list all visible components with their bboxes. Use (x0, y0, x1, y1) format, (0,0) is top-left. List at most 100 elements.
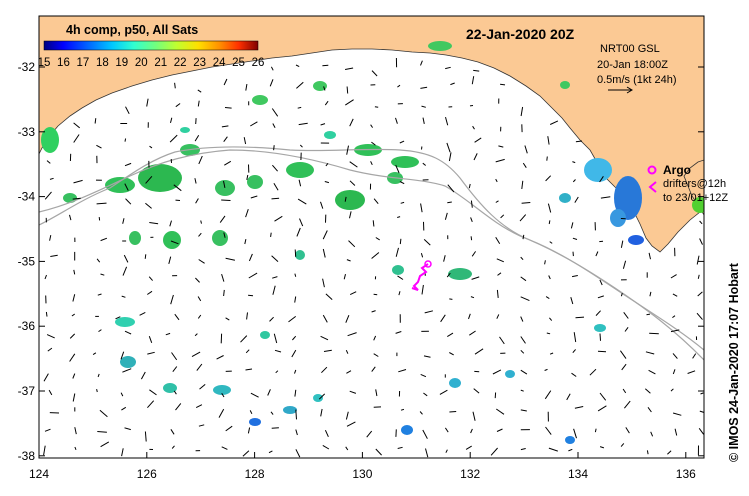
velocity-vector (473, 153, 478, 161)
velocity-vector (672, 353, 678, 359)
velocity-vector (322, 314, 328, 323)
velocity-vector (499, 336, 505, 345)
velocity-vector (323, 349, 332, 352)
velocity-vector (195, 277, 200, 283)
velocity-vector (322, 64, 329, 67)
velocity-vector (570, 297, 574, 305)
velocity-vector (425, 448, 429, 458)
velocity-vector (470, 217, 473, 222)
velocity-vector (223, 180, 226, 188)
velocity-vector (520, 256, 524, 261)
velocity-vector (469, 330, 476, 336)
velocity-vector (670, 329, 680, 333)
velocity-vector (171, 352, 178, 361)
velocity-vector (649, 291, 652, 297)
velocity-vector (566, 393, 571, 401)
velocity-vector (472, 411, 476, 421)
velocity-vector (522, 234, 525, 240)
colorbar-label: 18 (96, 57, 109, 69)
velocity-vector (623, 312, 629, 319)
velocity-vector (197, 89, 202, 93)
velocity-vector (49, 234, 52, 241)
info-line-time: 20-Jan 18:00Z (597, 59, 668, 71)
velocity-vector (145, 202, 152, 209)
velocity-vector (420, 373, 427, 378)
velocity-vector (270, 232, 272, 237)
velocity-vector (522, 162, 527, 168)
velocity-vector (294, 369, 297, 374)
velocity-vector (622, 260, 627, 269)
velocity-vector (648, 369, 656, 375)
velocity-vector (419, 411, 423, 415)
velocity-vector (498, 145, 504, 148)
velocity-vector (292, 335, 297, 341)
velocity-vector (346, 259, 351, 262)
velocity-vector (274, 349, 282, 353)
velocity-vector (73, 122, 81, 129)
colorbar-label: 25 (232, 57, 245, 69)
velocity-vector (45, 311, 48, 317)
velocity-vector (468, 183, 471, 189)
velocity-vector (171, 445, 175, 449)
velocity-vector (144, 254, 147, 259)
isobath-lines (39, 146, 704, 361)
velocity-vector (650, 431, 654, 437)
velocity-vector (348, 240, 356, 248)
velocity-vector (544, 368, 548, 371)
velocity-vector (547, 203, 552, 213)
velocity-vector (447, 332, 454, 338)
velocity-vector (445, 66, 451, 70)
x-tick-label: 124 (29, 467, 49, 481)
velocity-vector (443, 255, 446, 262)
velocity-vector (544, 260, 546, 265)
velocity-vector (44, 428, 51, 432)
velocity-vector (495, 200, 499, 203)
x-tick-label: 126 (137, 467, 157, 481)
velocity-vector (572, 349, 576, 354)
velocity-vector (295, 409, 297, 420)
velocity-vector (520, 349, 525, 354)
velocity-vector (270, 66, 274, 71)
velocity-vector (644, 388, 651, 394)
velocity-vector (248, 253, 253, 262)
velocity-vector (349, 161, 358, 168)
velocity-vector (273, 183, 279, 191)
velocity-vector (692, 353, 697, 359)
velocity-vector (370, 161, 373, 166)
velocity-vector (696, 312, 703, 320)
velocity-vector (575, 140, 583, 143)
velocity-vector (97, 373, 100, 378)
y-tick-label: -33 (18, 125, 36, 139)
velocity-vector (440, 314, 446, 323)
velocity-vector (697, 274, 700, 279)
isobath-slope (39, 149, 704, 361)
velocity-vector (572, 275, 578, 278)
velocity-vector (124, 183, 129, 191)
x-axis-labels: 124 126 128 130 132 134 136 (29, 467, 696, 481)
velocity-vector (74, 446, 77, 450)
velocity-vector (445, 116, 449, 126)
velocity-vector (120, 351, 125, 360)
velocity-vector (296, 227, 301, 237)
velocity-vector (568, 448, 573, 452)
velocity-vector (249, 410, 253, 415)
velocity-vector (520, 336, 526, 344)
velocity-vector (595, 310, 601, 316)
velocity-vector (191, 351, 201, 358)
x-tick-label: 134 (568, 467, 588, 481)
velocity-vector (221, 392, 225, 398)
velocity-vector (600, 196, 611, 199)
velocity-vector (148, 276, 153, 281)
velocity-vector (299, 218, 304, 227)
velocity-vector (346, 370, 352, 374)
velocity-vector (297, 106, 302, 109)
velocity-vector (46, 334, 55, 339)
velocity-vector (620, 292, 623, 297)
velocity-vector (295, 429, 298, 436)
velocity-vector (273, 145, 275, 151)
velocity-vector (146, 98, 149, 107)
velocity-vector (98, 329, 102, 333)
velocity-vector (423, 355, 431, 358)
velocity-vector (465, 445, 472, 450)
colorbar-label: 15 (38, 57, 51, 69)
